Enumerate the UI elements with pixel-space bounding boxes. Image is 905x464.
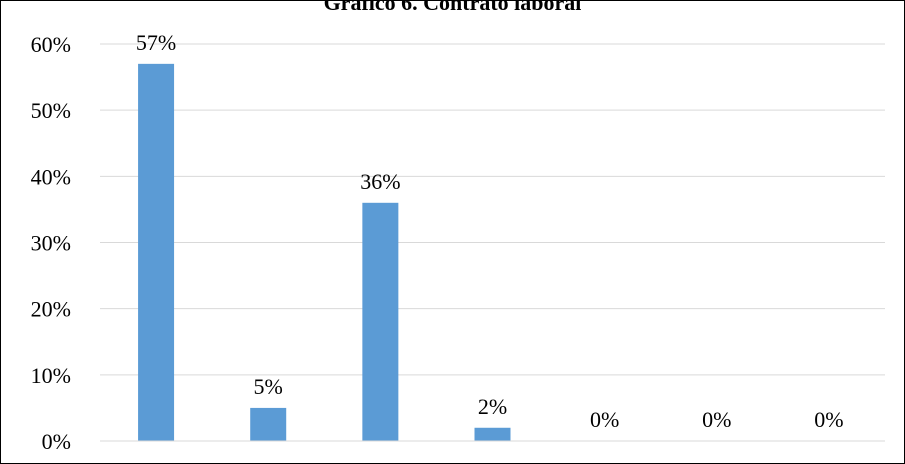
y-tick-label: 40% (31, 164, 71, 189)
y-tick-label: 60% (31, 32, 71, 57)
y-tick-label: 10% (31, 363, 71, 388)
bar-data-label: 5% (254, 374, 283, 399)
bar-data-label: 2% (478, 394, 507, 419)
gridlines (100, 43, 885, 376)
bar (474, 427, 511, 441)
bar-data-label: 57% (136, 30, 176, 55)
chart-title: Gráfico 6. Contrato laboral (323, 0, 582, 15)
data-labels: 57% 5% 36% 2% 0% 0% 0% (136, 30, 844, 432)
bars (138, 63, 511, 441)
bar-data-label: 0% (814, 407, 843, 432)
y-tick-label: 50% (31, 98, 71, 123)
y-axis-tick-labels: 0% 10% 20% 30% 40% 50% 60% (31, 32, 71, 454)
bar (138, 63, 175, 441)
bar-data-label: 0% (590, 407, 619, 432)
y-tick-label: 20% (31, 297, 71, 322)
bar (362, 202, 399, 441)
bar (250, 407, 287, 441)
y-tick-label: 30% (31, 231, 71, 256)
y-tick-label: 0% (42, 429, 71, 454)
bar-data-label: 0% (702, 407, 731, 432)
bar-data-label: 36% (360, 169, 400, 194)
